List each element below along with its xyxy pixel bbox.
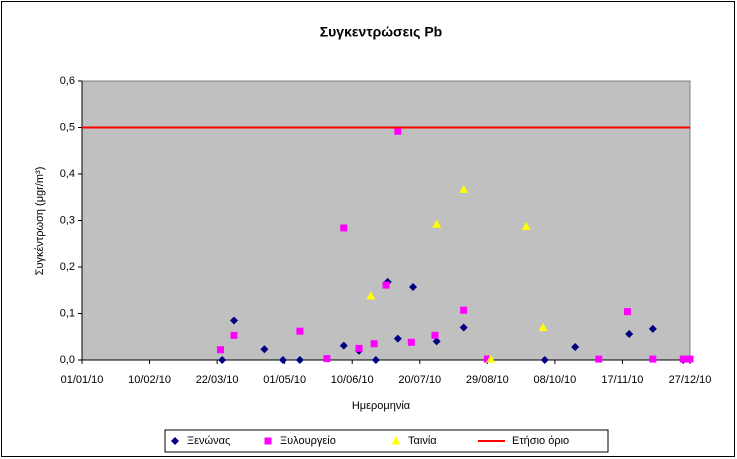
- point: [460, 306, 468, 314]
- y-axis-label: Συγκέντρωση (μgr/m³): [34, 167, 46, 276]
- x-tick-label: 22/03/10: [196, 374, 239, 386]
- point: [394, 127, 402, 135]
- point: [648, 324, 657, 333]
- point: [323, 355, 331, 363]
- point: [624, 308, 632, 316]
- point: [459, 184, 469, 193]
- legend-swatch: [391, 436, 401, 445]
- point: [407, 338, 415, 346]
- point: [260, 345, 269, 354]
- point: [571, 342, 580, 351]
- point: [432, 219, 442, 228]
- point: [382, 281, 390, 289]
- point: [366, 291, 376, 300]
- point: [540, 356, 549, 364]
- legend-swatch: [171, 437, 179, 445]
- point: [370, 340, 378, 348]
- point: [393, 334, 402, 343]
- x-tick-label: 01/01/10: [61, 374, 104, 386]
- x-tick-label: 27/12/10: [669, 374, 712, 386]
- point: [278, 356, 287, 364]
- x-tick-label: 29/08/10: [466, 374, 509, 386]
- legend-label: Ετήσιο όριο: [512, 435, 569, 447]
- point: [340, 224, 348, 232]
- x-tick-label: 10/06/10: [331, 374, 374, 386]
- x-tick-label: 01/05/10: [263, 374, 306, 386]
- point: [625, 329, 634, 338]
- point: [218, 356, 227, 364]
- chart-title: Συγκεντρώσεις Pb: [320, 24, 442, 40]
- point: [230, 316, 238, 325]
- y-tick-label: 0,1: [60, 307, 75, 319]
- point: [409, 282, 418, 291]
- plot-area: [81, 80, 691, 361]
- y-tick-label: 0,3: [60, 214, 75, 226]
- point: [486, 354, 496, 363]
- point: [339, 341, 348, 350]
- point: [432, 337, 441, 346]
- y-tick-label: 0,0: [60, 354, 75, 366]
- point: [649, 355, 657, 363]
- point: [295, 356, 304, 364]
- point: [371, 356, 380, 364]
- legend-box: [164, 429, 609, 453]
- legend-swatch: [264, 437, 272, 445]
- legend-label: Ταινία: [408, 435, 437, 447]
- point: [230, 331, 238, 339]
- x-tick-label: 20/07/10: [398, 374, 441, 386]
- point: [216, 346, 224, 354]
- x-axis-label: Ημερομηνία: [352, 400, 411, 412]
- y-tick-label: 0,4: [60, 168, 75, 180]
- point: [431, 331, 439, 339]
- y-tick-label: 0,2: [60, 261, 75, 273]
- x-tick-label: 10/02/10: [128, 374, 171, 386]
- point: [483, 355, 491, 363]
- point: [595, 355, 603, 363]
- y-tick-label: 0,5: [60, 121, 75, 133]
- x-tick-label: 17/11/10: [601, 374, 643, 386]
- point: [686, 355, 694, 363]
- y-tick-label: 0,6: [60, 75, 75, 87]
- point: [521, 222, 531, 231]
- legend-label: Ξυλουργείο: [280, 435, 336, 447]
- point: [459, 323, 468, 332]
- x-tick-label: 08/10/10: [533, 374, 576, 386]
- point: [679, 355, 687, 363]
- legend-label: Ξενώνας: [187, 435, 230, 447]
- point: [538, 322, 548, 331]
- point: [296, 327, 304, 335]
- point: [355, 344, 363, 352]
